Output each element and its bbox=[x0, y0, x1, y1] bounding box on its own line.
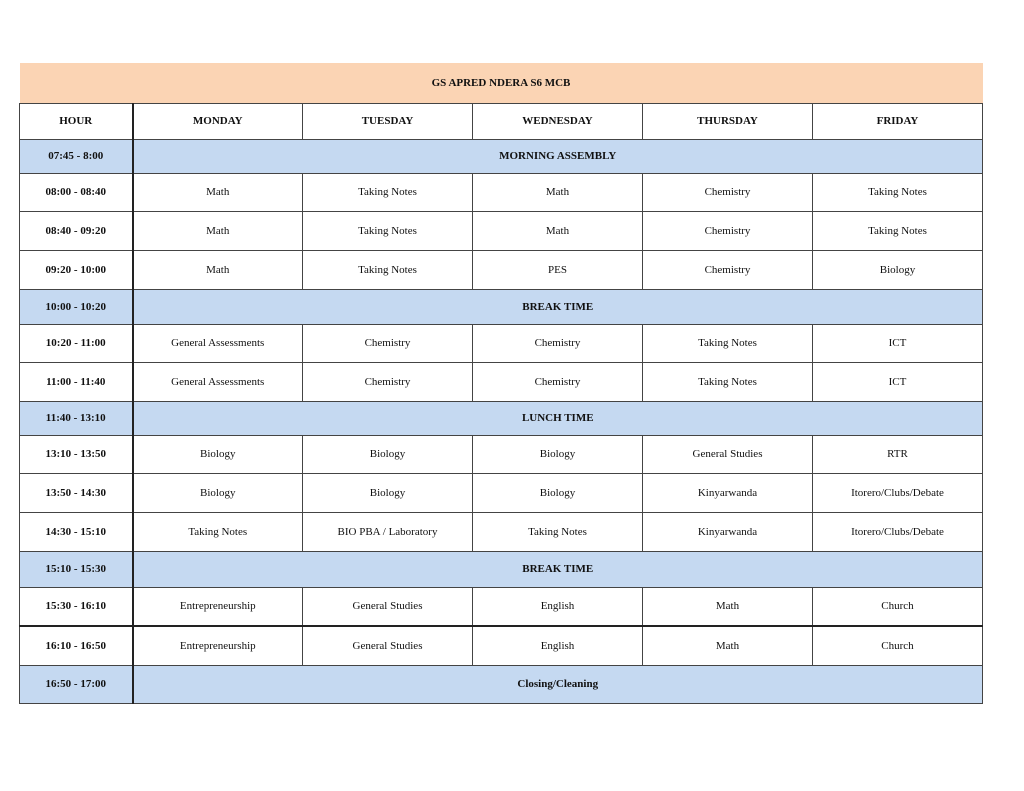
table-row: 15:30 - 16:10 Entrepreneurship General Stu… bbox=[19, 586, 983, 627]
subject-cell: Biology bbox=[302, 472, 473, 513]
break-row: 11:40 - 13:10 LUNCH TIME bbox=[19, 400, 983, 436]
subject-cell: Biology bbox=[472, 434, 643, 474]
subject-cell: Math bbox=[642, 625, 813, 666]
break-label: MORNING ASSEMBLY bbox=[132, 138, 983, 174]
subject-cell: General Assessments bbox=[132, 323, 303, 363]
subject-cell: Math bbox=[472, 210, 643, 251]
hour-cell: 10:20 - 11:00 bbox=[19, 323, 134, 363]
subject-cell: Kinyarwanda bbox=[642, 472, 813, 513]
hour-cell: 13:50 - 14:30 bbox=[19, 472, 134, 513]
subject-cell: Itorero/Clubs/Debate bbox=[812, 472, 983, 513]
subject-cell: General Studies bbox=[302, 625, 473, 666]
hour-cell: 13:10 - 13:50 bbox=[19, 434, 134, 474]
subject-cell: Itorero/Clubs/Debate bbox=[812, 511, 983, 552]
subject-cell: English bbox=[472, 586, 643, 627]
hour-cell: 09:20 - 10:00 bbox=[19, 249, 134, 290]
subject-cell: Entrepreneurship bbox=[132, 586, 303, 627]
table-row: 08:00 - 08:40 Math Taking Notes Math Chemist… bbox=[19, 172, 983, 212]
subject-cell: Church bbox=[812, 586, 983, 627]
subject-cell: Chemistry bbox=[642, 210, 813, 251]
subject-cell: Chemistry bbox=[472, 361, 643, 402]
header-friday: FRIDAY bbox=[812, 102, 983, 140]
subject-cell: General Studies bbox=[302, 586, 473, 627]
subject-cell: Taking Notes bbox=[302, 210, 473, 251]
subject-cell: Math bbox=[132, 172, 303, 212]
break-row: 07:45 - 8:00 MORNING ASSEMBLY bbox=[19, 138, 983, 174]
subject-cell: Chemistry bbox=[302, 361, 473, 402]
hour-cell: 07:45 - 8:00 bbox=[19, 138, 134, 174]
subject-cell: Taking Notes bbox=[642, 323, 813, 363]
table-row: 10:20 - 11:00 General Assessments Chemistr… bbox=[19, 323, 983, 363]
subject-cell: Taking Notes bbox=[302, 172, 473, 212]
timetable-title: GS APRED NDERA S6 MCB bbox=[19, 63, 983, 104]
subject-cell: BIO PBA / Laboratory bbox=[302, 511, 473, 552]
table-row: 11:00 - 11:40 General Assessments Chemistr… bbox=[19, 361, 983, 402]
table-row: 13:50 - 14:30 Biology Biology Biology Kinyar… bbox=[19, 472, 983, 513]
break-row: 15:10 - 15:30 BREAK TIME bbox=[19, 550, 983, 588]
subject-cell: Math bbox=[132, 249, 303, 290]
hour-cell: 08:00 - 08:40 bbox=[19, 172, 134, 212]
subject-cell: Math bbox=[642, 586, 813, 627]
hour-cell: 11:00 - 11:40 bbox=[19, 361, 134, 402]
break-row: 10:00 - 10:20 BREAK TIME bbox=[19, 288, 983, 325]
subject-cell: Taking Notes bbox=[132, 511, 303, 552]
subject-cell: Biology bbox=[472, 472, 643, 513]
subject-cell: Chemistry bbox=[472, 323, 643, 363]
subject-cell: Biology bbox=[132, 434, 303, 474]
hour-cell: 16:50 - 17:00 bbox=[19, 664, 134, 704]
break-row: 16:50 - 17:00 Closing/Cleaning bbox=[19, 664, 983, 704]
table-row: 09:20 - 10:00 Math Taking Notes PES Chemistr… bbox=[19, 249, 983, 290]
subject-cell: Entrepreneurship bbox=[132, 625, 303, 666]
hour-cell: 15:30 - 16:10 bbox=[19, 586, 134, 627]
table-row: 08:40 - 09:20 Math Taking Notes Math Chemist… bbox=[19, 210, 983, 251]
table-row: 14:30 - 15:10 Taking Notes BIO PBA / Labor… bbox=[19, 511, 983, 552]
subject-cell: Biology bbox=[132, 472, 303, 513]
hour-cell: 14:30 - 15:10 bbox=[19, 511, 134, 552]
break-label: BREAK TIME bbox=[132, 288, 983, 325]
subject-cell: Chemistry bbox=[642, 249, 813, 290]
subject-cell: Taking Notes bbox=[642, 361, 813, 402]
subject-cell: Church bbox=[812, 625, 983, 666]
table-row: 13:10 - 13:50 Biology Biology Biology Genera… bbox=[19, 434, 983, 474]
subject-cell: ICT bbox=[812, 323, 983, 363]
header-monday: MONDAY bbox=[132, 102, 303, 140]
timetable: GS APRED NDERA S6 MCB HOUR MONDAY TUESDA… bbox=[19, 63, 983, 704]
title-row: GS APRED NDERA S6 MCB bbox=[19, 63, 983, 104]
subject-cell: General Assessments bbox=[132, 361, 303, 402]
hour-cell: 08:40 - 09:20 bbox=[19, 210, 134, 251]
subject-cell: ICT bbox=[812, 361, 983, 402]
table-row: 16:10 - 16:50 Entrepreneurship General Stu… bbox=[19, 625, 983, 666]
subject-cell: English bbox=[472, 625, 643, 666]
break-label: BREAK TIME bbox=[132, 550, 983, 588]
subject-cell: Chemistry bbox=[642, 172, 813, 212]
break-label: LUNCH TIME bbox=[132, 400, 983, 436]
hour-cell: 15:10 - 15:30 bbox=[19, 550, 134, 588]
subject-cell: Taking Notes bbox=[812, 210, 983, 251]
subject-cell: Taking Notes bbox=[812, 172, 983, 212]
subject-cell: Math bbox=[132, 210, 303, 251]
hour-cell: 16:10 - 16:50 bbox=[19, 625, 134, 666]
header-thursday: THURSDAY bbox=[642, 102, 813, 140]
subject-cell: Biology bbox=[812, 249, 983, 290]
hour-cell: 11:40 - 13:10 bbox=[19, 400, 134, 436]
subject-cell: RTR bbox=[812, 434, 983, 474]
subject-cell: Kinyarwanda bbox=[642, 511, 813, 552]
subject-cell: General Studies bbox=[642, 434, 813, 474]
header-tuesday: TUESDAY bbox=[302, 102, 473, 140]
subject-cell: PES bbox=[472, 249, 643, 290]
header-hour: HOUR bbox=[19, 102, 134, 140]
subject-cell: Taking Notes bbox=[302, 249, 473, 290]
subject-cell: Chemistry bbox=[302, 323, 473, 363]
subject-cell: Biology bbox=[302, 434, 473, 474]
subject-cell: Taking Notes bbox=[472, 511, 643, 552]
header-row: HOUR MONDAY TUESDAY WEDNESDAY THURSDAY F… bbox=[19, 102, 983, 140]
break-label: Closing/Cleaning bbox=[132, 664, 983, 704]
hour-cell: 10:00 - 10:20 bbox=[19, 288, 134, 325]
subject-cell: Math bbox=[472, 172, 643, 212]
header-wednesday: WEDNESDAY bbox=[472, 102, 643, 140]
